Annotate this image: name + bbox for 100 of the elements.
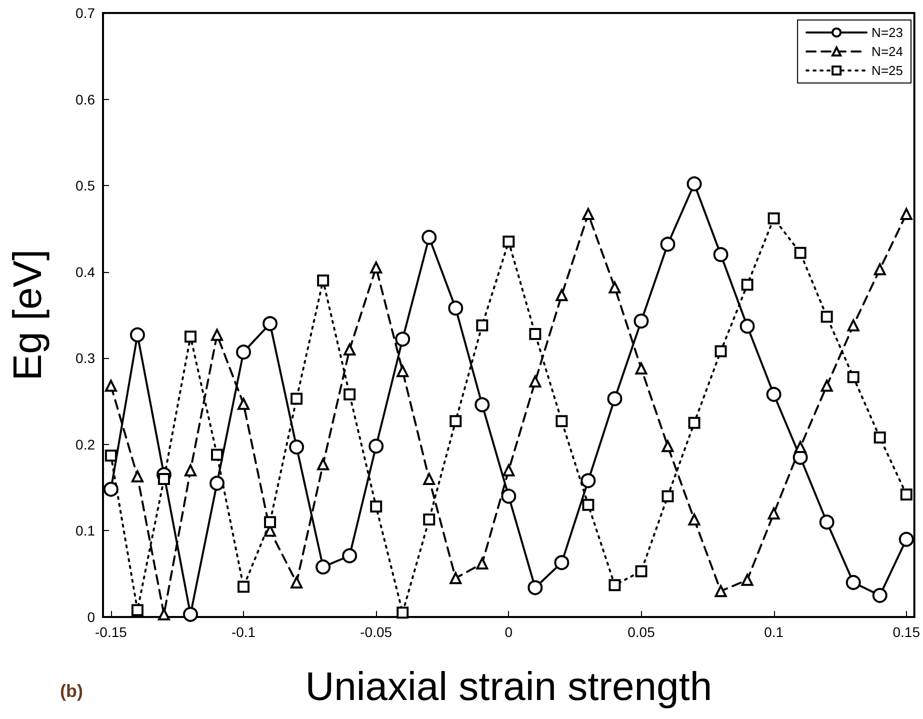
point <box>874 432 886 444</box>
y-tick-label: 0.3 <box>76 350 96 366</box>
point <box>819 514 834 530</box>
point <box>501 488 516 504</box>
point <box>556 415 568 428</box>
point <box>635 565 648 578</box>
point <box>662 490 674 502</box>
point <box>450 572 462 584</box>
point <box>396 606 409 619</box>
point <box>289 440 304 455</box>
point <box>635 362 648 374</box>
point <box>423 472 436 485</box>
x-tick-label: 0 <box>504 624 513 640</box>
point <box>183 606 198 622</box>
point <box>608 579 621 592</box>
x-axis-title: Uniaxial strain strength <box>305 665 712 709</box>
point <box>688 513 700 526</box>
point <box>238 398 250 410</box>
point <box>502 236 515 248</box>
point <box>422 230 437 245</box>
point <box>660 236 676 252</box>
point <box>448 300 464 316</box>
x-tick-label: 0.1 <box>764 624 784 640</box>
point <box>476 558 488 570</box>
point <box>528 580 543 596</box>
point <box>741 278 754 291</box>
point <box>290 576 303 588</box>
point <box>317 274 330 286</box>
point <box>898 532 914 547</box>
y-tick-label: 0.6 <box>76 91 96 108</box>
point <box>900 488 912 500</box>
point <box>370 262 382 274</box>
y-tick-label: 0.4 <box>76 264 96 280</box>
y-tick-label: 0.2 <box>76 436 96 452</box>
point <box>608 281 621 294</box>
point <box>130 327 145 342</box>
legend-label: N=25 <box>872 63 904 78</box>
point <box>634 314 649 329</box>
point <box>262 316 278 332</box>
text: (b) <box>60 681 83 701</box>
point <box>131 604 144 616</box>
point <box>554 555 570 570</box>
point <box>582 208 594 220</box>
point <box>368 438 384 454</box>
y-axis-title: Eg [eV] <box>6 249 50 381</box>
point <box>370 500 382 513</box>
point <box>768 507 780 520</box>
point <box>529 328 542 340</box>
point <box>476 319 488 332</box>
point <box>184 330 196 343</box>
point <box>211 448 224 461</box>
y-tick-label: 0.5 <box>76 178 96 194</box>
point <box>900 208 912 220</box>
point <box>238 580 250 593</box>
point <box>210 476 225 491</box>
x-tick-label: -0.05 <box>360 624 392 640</box>
point <box>236 344 252 360</box>
point <box>290 392 303 405</box>
y-tick-label: 0 <box>87 609 96 625</box>
point <box>607 391 622 406</box>
point <box>741 574 754 586</box>
point <box>713 247 728 262</box>
point <box>556 289 568 302</box>
point <box>158 608 170 620</box>
point <box>686 176 702 192</box>
point <box>874 263 886 276</box>
point <box>766 386 782 402</box>
x-tick-label: 0.15 <box>892 624 920 640</box>
point <box>103 482 118 497</box>
point <box>502 464 515 476</box>
point <box>344 388 356 400</box>
point <box>423 513 436 526</box>
point <box>317 458 330 470</box>
point <box>740 318 755 334</box>
point <box>529 375 542 388</box>
point <box>768 212 780 224</box>
point <box>344 344 356 356</box>
point <box>662 440 674 452</box>
point <box>131 470 144 482</box>
x-tick-label: -0.15 <box>94 624 128 640</box>
point <box>714 345 727 358</box>
point <box>450 415 462 428</box>
point <box>104 450 117 462</box>
point <box>714 585 727 598</box>
legend-label: N=24 <box>872 44 904 59</box>
y-tick-label: 0.1 <box>76 522 96 539</box>
point <box>580 473 596 488</box>
point <box>316 559 331 574</box>
point <box>820 310 833 323</box>
point <box>847 319 860 332</box>
legend-label: N=23 <box>872 25 904 40</box>
point <box>474 397 490 412</box>
point <box>395 332 410 347</box>
point <box>211 328 224 341</box>
point <box>396 365 409 378</box>
point <box>582 498 594 511</box>
point <box>847 371 860 384</box>
point <box>846 574 861 590</box>
point <box>688 416 700 429</box>
y-tick-label: 0.7 <box>76 5 96 21</box>
